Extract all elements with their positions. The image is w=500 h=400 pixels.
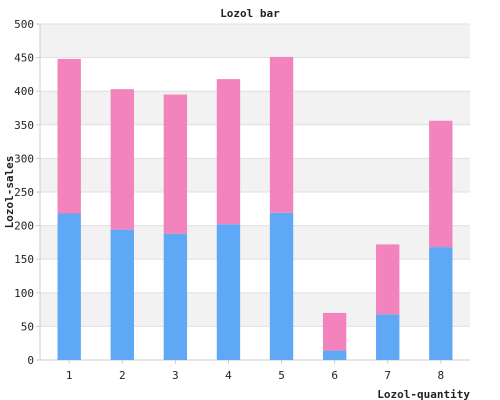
bar-segment-series-2	[322, 312, 347, 351]
plot-band	[40, 326, 470, 360]
plot-band	[40, 158, 470, 192]
bar-segment-series-2	[376, 244, 400, 315]
bar-segment-series-1	[110, 229, 134, 360]
x-tick-label: 5	[278, 369, 285, 382]
y-tick-label: 100	[14, 287, 34, 300]
bar-segment-series-2	[269, 56, 294, 213]
plot-band	[40, 57, 470, 92]
bar-segment-series-1	[429, 247, 453, 360]
bar-segment-series-2	[163, 94, 188, 234]
plot-band	[40, 91, 470, 125]
bars	[57, 56, 453, 360]
y-tick-label: 250	[14, 186, 34, 199]
plot-band	[40, 192, 470, 226]
y-tick-label: 200	[14, 220, 34, 233]
bar-segment-series-1	[57, 213, 81, 360]
x-tick-label: 2	[119, 369, 126, 382]
x-tick-label: 6	[331, 369, 338, 382]
x-tick-label: 3	[172, 369, 179, 382]
x-axis-title: Lozol-quantity	[377, 388, 470, 400]
bar-segment-series-1	[322, 350, 347, 360]
y-tick-label: 50	[21, 320, 34, 333]
y-tick-label: 450	[14, 52, 34, 65]
bar-segment-series-1	[269, 212, 294, 360]
bar-segment-series-2	[429, 120, 453, 248]
plot-band	[40, 124, 470, 159]
bar-segment-series-2	[216, 79, 241, 225]
y-axis-title: Lozol-sales	[3, 156, 16, 229]
x-tick-label: 7	[384, 369, 391, 382]
y-tick-label: 400	[14, 85, 34, 98]
x-tick-labels: 1 2 3 4 5 6 7 8	[66, 369, 444, 382]
plot-band	[40, 24, 470, 58]
plot-band	[40, 292, 470, 327]
x-tick-label: 4	[225, 369, 232, 382]
bar-segment-series-2	[57, 58, 81, 214]
bar-segment-series-1	[163, 233, 188, 360]
y-tick-label: 300	[14, 152, 34, 165]
y-tick-labels: 0 50 100 150 200 250 300 350 400 450 500	[14, 18, 34, 367]
y-tick-label: 350	[14, 119, 34, 132]
chart-title: Lozol bar	[220, 7, 280, 20]
x-tick-label: 8	[437, 369, 444, 382]
bar-segment-series-1	[376, 314, 400, 360]
plot-band	[40, 259, 470, 293]
x-tick-label: 1	[66, 369, 73, 382]
bar-segment-series-1	[216, 224, 241, 360]
y-tick-label: 500	[14, 18, 34, 31]
y-tick-label: 0	[27, 354, 34, 367]
plot-band	[40, 225, 470, 260]
bar-segment-series-2	[110, 89, 134, 230]
y-tick-label: 150	[14, 253, 34, 266]
